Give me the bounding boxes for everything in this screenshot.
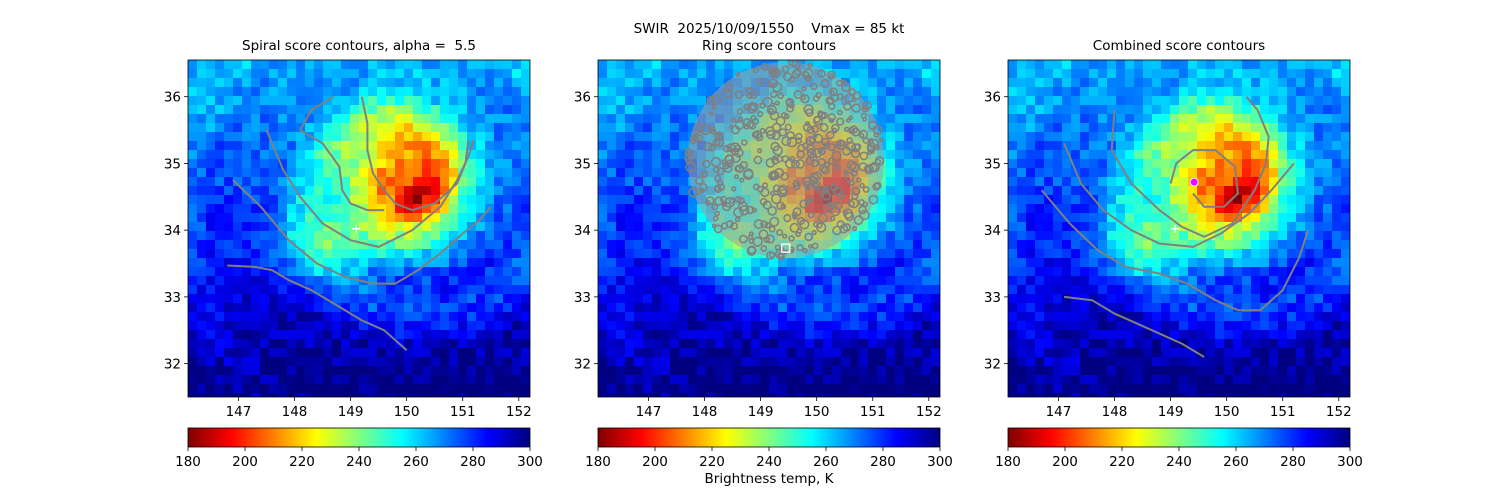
ring-score-region — [684, 60, 885, 261]
contour-line — [360, 96, 470, 212]
x-tick-label: 149 — [338, 404, 364, 420]
y-tick-label: 32 — [574, 357, 591, 373]
colorbar-tick-label: 240 — [346, 454, 372, 470]
x-tick-label: 147 — [1046, 404, 1072, 420]
y-tick-label: 32 — [164, 357, 181, 373]
colorbar-tick-label: 220 — [289, 454, 315, 470]
axes-frame — [1007, 59, 1351, 398]
x-tick-label: 147 — [636, 404, 662, 420]
x-tick-label: 149 — [748, 404, 774, 420]
panel-title-combined: Combined score contours — [1092, 38, 1266, 54]
colorbar-tick-label: 220 — [699, 454, 725, 470]
colorbar: 180 200 220 240 260 280 300 — [175, 427, 543, 470]
colorbar-tick-label: 280 — [1280, 454, 1306, 470]
contour-line — [1063, 143, 1295, 248]
y-tick-label: 34 — [164, 223, 181, 239]
contour-line — [1169, 149, 1239, 208]
x-tick-label: 148 — [692, 404, 718, 420]
colorbar-tick-label: 180 — [585, 454, 611, 470]
panel-2: 147 148 149 150 151 152 32 33 34 35 36 180 200 220 240… — [984, 59, 1363, 470]
colorbar-tick-label: 260 — [403, 454, 429, 470]
x-tick-label: 150 — [394, 404, 420, 420]
colorbar-tick-label: 300 — [1337, 454, 1363, 470]
y-tick-label: 32 — [984, 357, 1001, 373]
colorbar-tick-label: 240 — [1166, 454, 1192, 470]
axes-frame — [597, 59, 941, 398]
combined-center-marker — [1189, 177, 1199, 187]
y-tick-label: 35 — [574, 156, 591, 172]
contour-line — [1040, 189, 1309, 312]
first-guess-cross-marker — [352, 224, 361, 233]
x-tick-label: 152 — [1326, 404, 1352, 420]
x-tick-label: 152 — [506, 404, 532, 420]
panel-0: 147 148 149 150 151 152 32 33 34 35 36 180 200 220 240… — [164, 59, 543, 470]
colorbar-tick-label: 300 — [927, 454, 953, 470]
brightness-temp-image — [188, 60, 530, 397]
first-guess-cross-marker — [1171, 224, 1180, 233]
x-tick-label: 151 — [450, 404, 476, 420]
colorbar-tick-label: 300 — [517, 454, 543, 470]
colorbar-tick-label: 280 — [460, 454, 486, 470]
x-tick-label: 147 — [226, 404, 252, 420]
colorbar-tick-label: 240 — [756, 454, 782, 470]
y-tick-label: 33 — [164, 290, 181, 306]
x-tick-label: 150 — [1214, 404, 1240, 420]
x-tick-label: 148 — [282, 404, 308, 420]
contour-line — [232, 179, 492, 285]
y-tick-label: 34 — [574, 223, 591, 239]
x-tick-label: 149 — [1158, 404, 1184, 420]
colorbar-tick-label: 280 — [870, 454, 896, 470]
colorbar-tick-label: 220 — [1109, 454, 1135, 470]
colorbar-tick-label: 180 — [995, 454, 1021, 470]
y-tick-label: 33 — [574, 290, 591, 306]
y-tick-label: 35 — [164, 156, 181, 172]
contour-line — [1110, 96, 1270, 238]
x-tick-label: 151 — [860, 404, 886, 420]
contour-line — [298, 95, 385, 212]
colorbar-tick-label: 200 — [1052, 454, 1078, 470]
x-tick-label: 152 — [916, 404, 942, 420]
axes-frame — [187, 59, 531, 398]
colorbar-tick-label: 180 — [175, 454, 201, 470]
x-tick-label: 148 — [1102, 404, 1128, 420]
panel-title-spiral: Spiral score contours, alpha = 5.5 — [242, 38, 476, 54]
x-tick-label: 151 — [1270, 404, 1296, 420]
colorbar-tick-label: 200 — [232, 454, 258, 470]
colorbar: 180 200 220 240 260 280 300 — [585, 427, 953, 470]
x-tick-label: 150 — [804, 404, 830, 420]
colorbar-tick-label: 260 — [813, 454, 839, 470]
brightness-temp-image — [1008, 60, 1350, 397]
y-tick-label: 33 — [984, 290, 1001, 306]
y-tick-label: 35 — [984, 156, 1001, 172]
y-tick-label: 36 — [984, 90, 1001, 106]
colorbar-label: Brightness temp, K — [704, 471, 834, 487]
figure-suptitle: SWIR 2025/10/09/1550 Vmax = 85 kt — [633, 21, 905, 37]
colorbar: 180 200 220 240 260 280 300 — [995, 427, 1363, 470]
contour-line — [1063, 295, 1205, 358]
y-tick-label: 34 — [984, 223, 1001, 239]
ring-center-square-marker — [781, 243, 791, 253]
colorbar-tick-label: 260 — [1223, 454, 1249, 470]
y-tick-label: 36 — [164, 90, 181, 106]
panel-title-ring: Ring score contours — [701, 38, 837, 54]
panel-1: 147 148 149 150 151 152 32 33 34 35 36 180 200 220 240… — [574, 59, 953, 470]
colorbar-tick-label: 200 — [642, 454, 668, 470]
contour-line — [227, 264, 408, 352]
y-tick-label: 36 — [574, 90, 591, 106]
